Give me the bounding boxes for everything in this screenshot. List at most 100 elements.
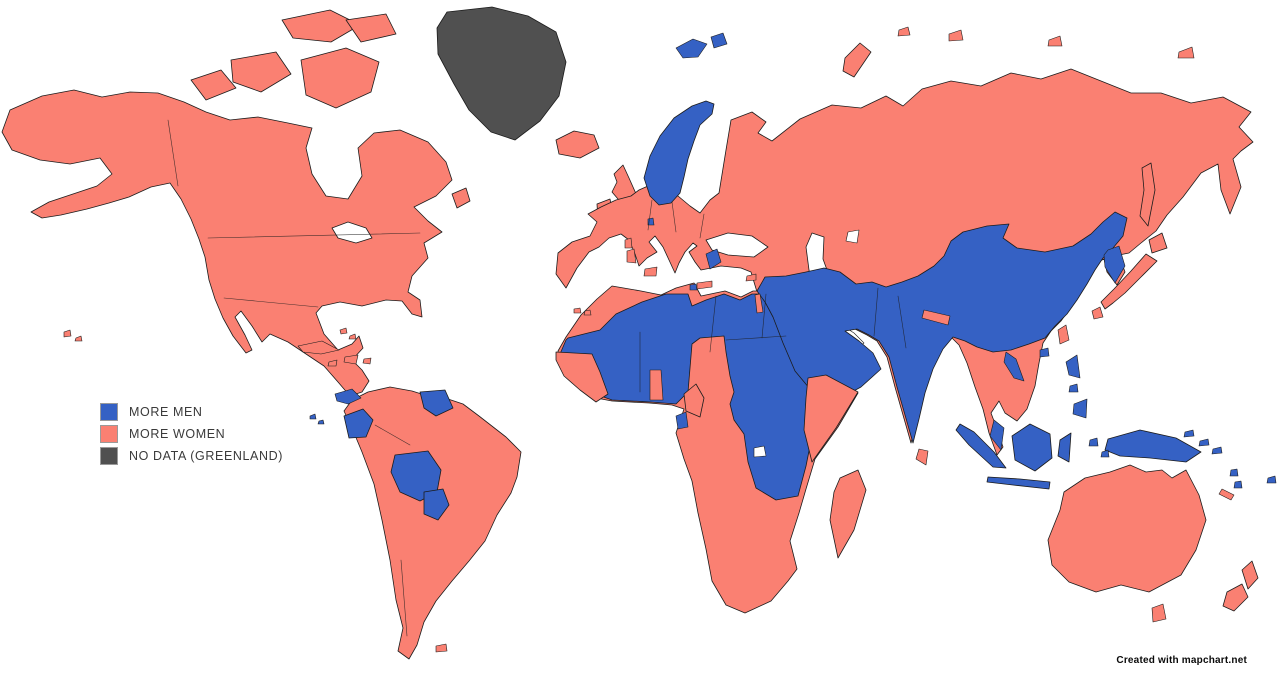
region-sumatra — [955, 423, 1007, 469]
region-gabon — [675, 411, 689, 430]
border-alaska-canada — [167, 119, 179, 187]
region-somalia — [803, 374, 859, 463]
region-philippines-mindanao — [1072, 398, 1088, 419]
aral-sea — [845, 229, 860, 244]
region-arctic-russian-island — [897, 26, 911, 37]
legend-row-more-women: MORE WOMEN — [100, 423, 283, 445]
region-japan-hokkaido — [1148, 232, 1168, 254]
region-philippines-visayas — [1068, 383, 1079, 393]
region-solomon-islands — [1183, 429, 1195, 438]
region-new-zealand-north — [1241, 560, 1259, 590]
region-japan-kyushu — [1091, 306, 1104, 320]
region-arctic-island — [345, 13, 397, 43]
region-sardinia — [626, 248, 637, 264]
region-crete — [696, 280, 713, 290]
region-wrangel-island — [1177, 46, 1195, 59]
legend-label-more-women: MORE WOMEN — [129, 427, 226, 441]
region-malaysia — [989, 419, 1005, 451]
region-new-caledonia — [1218, 488, 1235, 501]
region-cyprus — [745, 273, 757, 282]
lake-victoria — [753, 445, 767, 458]
region-svalbard — [675, 38, 708, 59]
region-laos — [1003, 351, 1025, 382]
region-borneo — [1011, 423, 1053, 472]
region-sulawesi — [1057, 432, 1072, 463]
border-pakistan-india — [897, 295, 907, 349]
region-maluku — [1100, 449, 1110, 458]
border-chile-argentina — [400, 559, 408, 637]
region-panama — [334, 388, 362, 405]
legend-row-no-data: NO DATA (GREENLAND) — [100, 445, 283, 467]
region-greenland — [436, 6, 567, 141]
great-lakes — [331, 221, 373, 244]
region-ecuador — [343, 408, 374, 439]
region-sicily — [643, 266, 658, 277]
region-java — [986, 476, 1051, 490]
region-hainan — [1039, 347, 1050, 358]
region-japan-honshu — [1100, 253, 1158, 310]
region-hispaniola — [343, 354, 359, 365]
legend-label-no-data: NO DATA (GREENLAND) — [129, 449, 284, 463]
region-bahamas — [348, 333, 357, 340]
legend-swatch-more-women — [100, 425, 118, 443]
region-togo-benin — [649, 369, 664, 401]
watermark-text: Created with mapchart.net — [1116, 655, 1247, 666]
region-madagascar — [829, 469, 867, 559]
region-israel — [754, 293, 764, 314]
legend-row-more-men: MORE MEN — [100, 401, 283, 423]
legend-label-more-men: MORE MEN — [129, 405, 203, 419]
legend-swatch-more-men — [100, 403, 118, 421]
region-vanuatu — [1233, 480, 1243, 489]
region-solomon-islands — [1198, 438, 1210, 447]
border-algeria-libya — [709, 295, 717, 353]
border-us-mexico — [223, 297, 319, 308]
region-philippines-luzon — [1065, 354, 1081, 379]
region-new-zealand-south — [1222, 583, 1249, 612]
region-puerto-rico — [362, 357, 372, 365]
region-canary-islands — [583, 309, 592, 316]
region-senegal-guinea — [555, 351, 609, 403]
region-maluku — [1088, 437, 1099, 447]
region-bahamas — [339, 327, 348, 335]
border-peru-brazil — [374, 424, 411, 446]
region-australia — [1047, 464, 1207, 593]
map-legend: MORE MEN MORE WOMEN NO DATA (GREENLAND) — [100, 401, 283, 467]
region-iceland — [555, 130, 600, 159]
region-falkland-islands — [435, 643, 448, 653]
region-fiji — [1266, 475, 1277, 484]
border-iran-pakistan — [873, 287, 879, 337]
region-svalbard — [710, 32, 728, 49]
border-egypt-sudan — [725, 335, 787, 341]
region-nepal — [921, 309, 951, 326]
region-arctic-island — [300, 47, 380, 109]
region-balkans — [705, 248, 722, 270]
region-middle-east-south-asia-china — [756, 211, 1128, 444]
border-germany-poland — [671, 201, 677, 233]
border-poland-ukraine — [699, 213, 705, 239]
region-taiwan — [1057, 324, 1070, 345]
region-jamaica — [327, 359, 338, 367]
region-arctic-island — [281, 9, 361, 43]
region-novaya-zemlya — [842, 42, 872, 78]
region-tasmania — [1151, 603, 1167, 623]
border-libya-egypt — [761, 293, 767, 339]
region-south-america — [343, 386, 522, 660]
region-malta — [689, 283, 698, 291]
region-cameroon — [683, 383, 705, 418]
region-sri-lanka — [915, 448, 929, 466]
region-arctic-russian-island — [948, 29, 964, 42]
region-new-guinea — [1104, 429, 1202, 463]
region-solomon-islands — [1211, 446, 1223, 455]
region-newfoundland — [451, 187, 471, 209]
region-guyana-suriname — [419, 389, 454, 417]
region-hawaii — [74, 335, 83, 342]
region-korea — [1103, 245, 1126, 284]
border-france-germany — [647, 199, 653, 231]
region-galapagos — [317, 419, 325, 425]
region-arctic-island — [230, 51, 292, 93]
region-sakhalin — [1139, 162, 1156, 227]
region-arctic-russian-island — [1047, 35, 1063, 47]
region-cuba — [297, 340, 340, 355]
